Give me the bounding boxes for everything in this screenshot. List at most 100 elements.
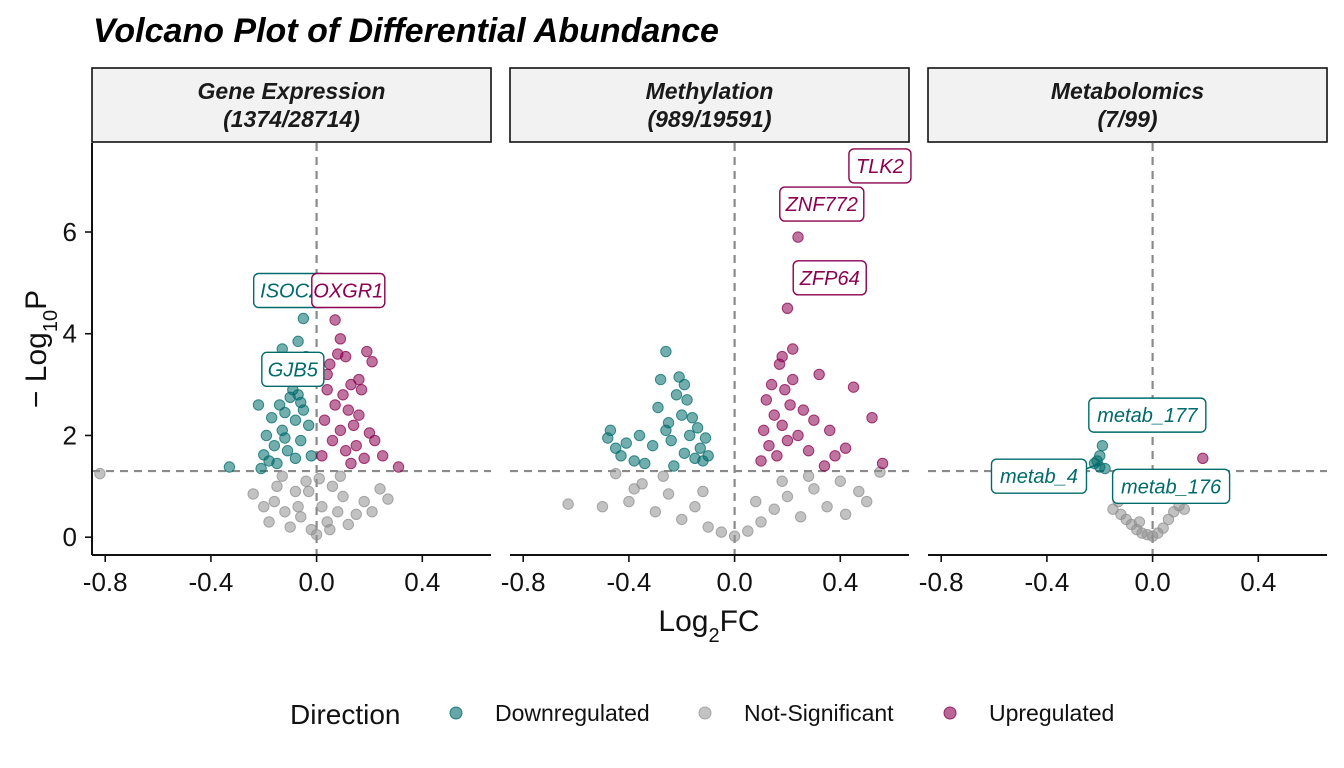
data-point-up (787, 373, 799, 386)
data-point-up (839, 442, 852, 454)
data-point-ns (697, 485, 709, 498)
x-tick-label: -0.8 (83, 567, 128, 597)
facet-strip (91, 67, 492, 143)
point-label-box (990, 458, 1088, 494)
data-point-down (260, 429, 273, 442)
data-point-up (787, 343, 799, 355)
data-point-ns (755, 516, 767, 528)
data-point-down (268, 439, 281, 452)
data-point-down (694, 442, 706, 454)
data-point-down (702, 450, 714, 462)
data-point-ns (350, 508, 362, 521)
point-label: TLK2 (856, 156, 904, 178)
data-point-up (355, 383, 368, 396)
data-point-ns (861, 495, 873, 508)
data-point-up (768, 409, 780, 421)
data-point-down (681, 394, 693, 406)
chart-title: Volcano Plot of Differential Abundance (93, 12, 719, 50)
data-point-up (326, 434, 339, 447)
data-point-down (289, 414, 302, 426)
facet-strip-name: Gene Expression (198, 78, 386, 104)
data-point-ns (276, 470, 288, 482)
data-point-ns (366, 506, 378, 518)
data-point-up (824, 424, 836, 437)
data-point-down (660, 424, 672, 437)
data-point-down (255, 462, 267, 475)
data-point-up (350, 439, 362, 452)
x-tick-label: -0.8 (919, 567, 964, 597)
x-tick-label: 0.0 (717, 567, 753, 597)
y-axis: 0 2 4 6 (63, 143, 93, 555)
data-point-up (792, 231, 804, 243)
data-point-ns (596, 500, 609, 513)
data-point-down (691, 422, 704, 434)
data-point-up (802, 445, 815, 457)
data-point-up (755, 455, 767, 467)
point-label: ZNF772 (785, 194, 858, 216)
facet-strip (509, 67, 910, 143)
data-point-ns (289, 485, 302, 498)
data-point-ns (808, 483, 820, 495)
panel-gene-expression: Gene Expression(1374/28714) ISOC2 GJB5 OXGR… (83, 67, 492, 597)
data-point-down (678, 378, 691, 391)
data-point-up (818, 460, 831, 472)
data-point-ns (337, 490, 349, 503)
data-point-down (271, 457, 283, 470)
data-point-ns (310, 528, 323, 541)
data-point-up (765, 378, 778, 391)
data-point-up (347, 419, 360, 431)
data-point-ns (324, 523, 336, 536)
data-point-up (808, 414, 820, 426)
data-point-ns (609, 467, 622, 480)
facet-strip-count: (1374/28714) (223, 106, 360, 132)
x-tick-label: 0.4 (404, 567, 440, 597)
data-point-down (683, 429, 696, 442)
data-point-ns (636, 478, 648, 490)
data-point-ns (1133, 516, 1146, 528)
data-point-up (876, 457, 889, 470)
point-label-box (792, 260, 867, 296)
data-point-up (329, 399, 341, 411)
data-point-up (316, 450, 328, 462)
legend-label: Not-Significant (744, 700, 894, 726)
data-point-ns (662, 488, 675, 500)
data-point-up (1197, 452, 1209, 465)
data-point-up (345, 378, 357, 391)
data-point-up (779, 383, 791, 396)
data-point-ns (750, 495, 762, 508)
data-point-ns (300, 475, 312, 487)
data-point-up (321, 383, 333, 396)
data-point-down (604, 424, 617, 437)
data-point-up (363, 427, 376, 439)
point-label: metab_177 (1097, 405, 1198, 427)
data-point-ns (676, 513, 688, 526)
data-point-down (609, 442, 622, 454)
data-point-down (660, 345, 672, 358)
data-point-ns (326, 480, 339, 493)
data-point-up (318, 414, 331, 426)
data-point-down (678, 447, 691, 459)
data-point-up (339, 445, 352, 457)
data-point-down (654, 373, 667, 386)
data-point-ns (268, 495, 281, 508)
data-point-ns (332, 506, 344, 518)
data-point-up (792, 429, 804, 442)
point-label-box (1111, 468, 1231, 505)
data-point-down (676, 409, 688, 421)
data-point-ns (258, 500, 270, 513)
data-point-down (305, 450, 318, 462)
data-point-ns (279, 506, 291, 518)
legend-swatch (449, 706, 463, 720)
data-point-ns (715, 526, 728, 538)
x-tick-label: -0.4 (607, 567, 652, 597)
data-point-down (646, 439, 659, 452)
point-label: ZFP64 (799, 268, 860, 290)
y-tick-label: 4 (63, 319, 77, 349)
data-point-down (1096, 439, 1109, 452)
point-label: GJB5 (268, 359, 319, 381)
data-point-ns (1107, 503, 1119, 515)
data-point-down (295, 434, 307, 447)
data-point-up (361, 345, 373, 358)
facet-strip-name: Methylation (646, 78, 774, 104)
